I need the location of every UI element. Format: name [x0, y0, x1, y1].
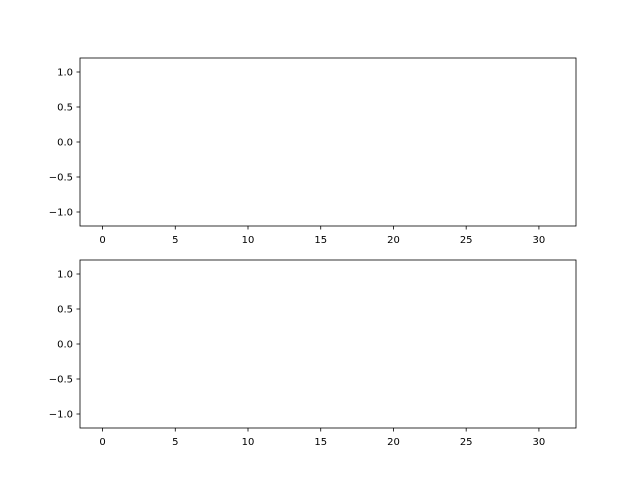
x-tick-label: 10 [242, 235, 255, 246]
axes-frame-top [79, 57, 577, 227]
subplot-top: −1.0 −0.5 0.0 0.5 1.0 0 5 10 15 20 25 30 [49, 57, 577, 246]
y-tick-label: −1.0 [49, 410, 73, 421]
x-tick-label: 20 [387, 437, 400, 448]
y-tick-label: 0.0 [57, 138, 73, 149]
y-tick-label: −1.0 [49, 208, 73, 219]
axes-frame-bottom [79, 259, 577, 429]
x-tick-label: 10 [242, 437, 255, 448]
y-tick-label: −0.5 [49, 375, 73, 386]
subplot-bottom: −1.0 −0.5 0.0 0.5 1.0 0 5 10 15 20 25 30 [49, 259, 577, 448]
x-tick-label: 30 [533, 437, 546, 448]
x-tick-label: 30 [533, 235, 546, 246]
x-tick-label: 5 [172, 437, 178, 448]
x-tick-label: 15 [314, 235, 327, 246]
x-tick-label: 15 [314, 437, 327, 448]
x-tick-label: 25 [460, 437, 473, 448]
y-tick-label: 0.5 [57, 103, 73, 114]
y-tick-label: 1.0 [57, 68, 73, 79]
y-tick-label: 0.0 [57, 340, 73, 351]
x-tick-label: 20 [387, 235, 400, 246]
x-tick-label: 0 [99, 235, 105, 246]
x-tick-label: 25 [460, 235, 473, 246]
y-tick-label: 1.0 [57, 270, 73, 281]
x-tick-label: 0 [99, 437, 105, 448]
y-tick-label: 0.5 [57, 305, 73, 316]
x-tick-label: 5 [172, 235, 178, 246]
y-tick-label: −0.5 [49, 173, 73, 184]
